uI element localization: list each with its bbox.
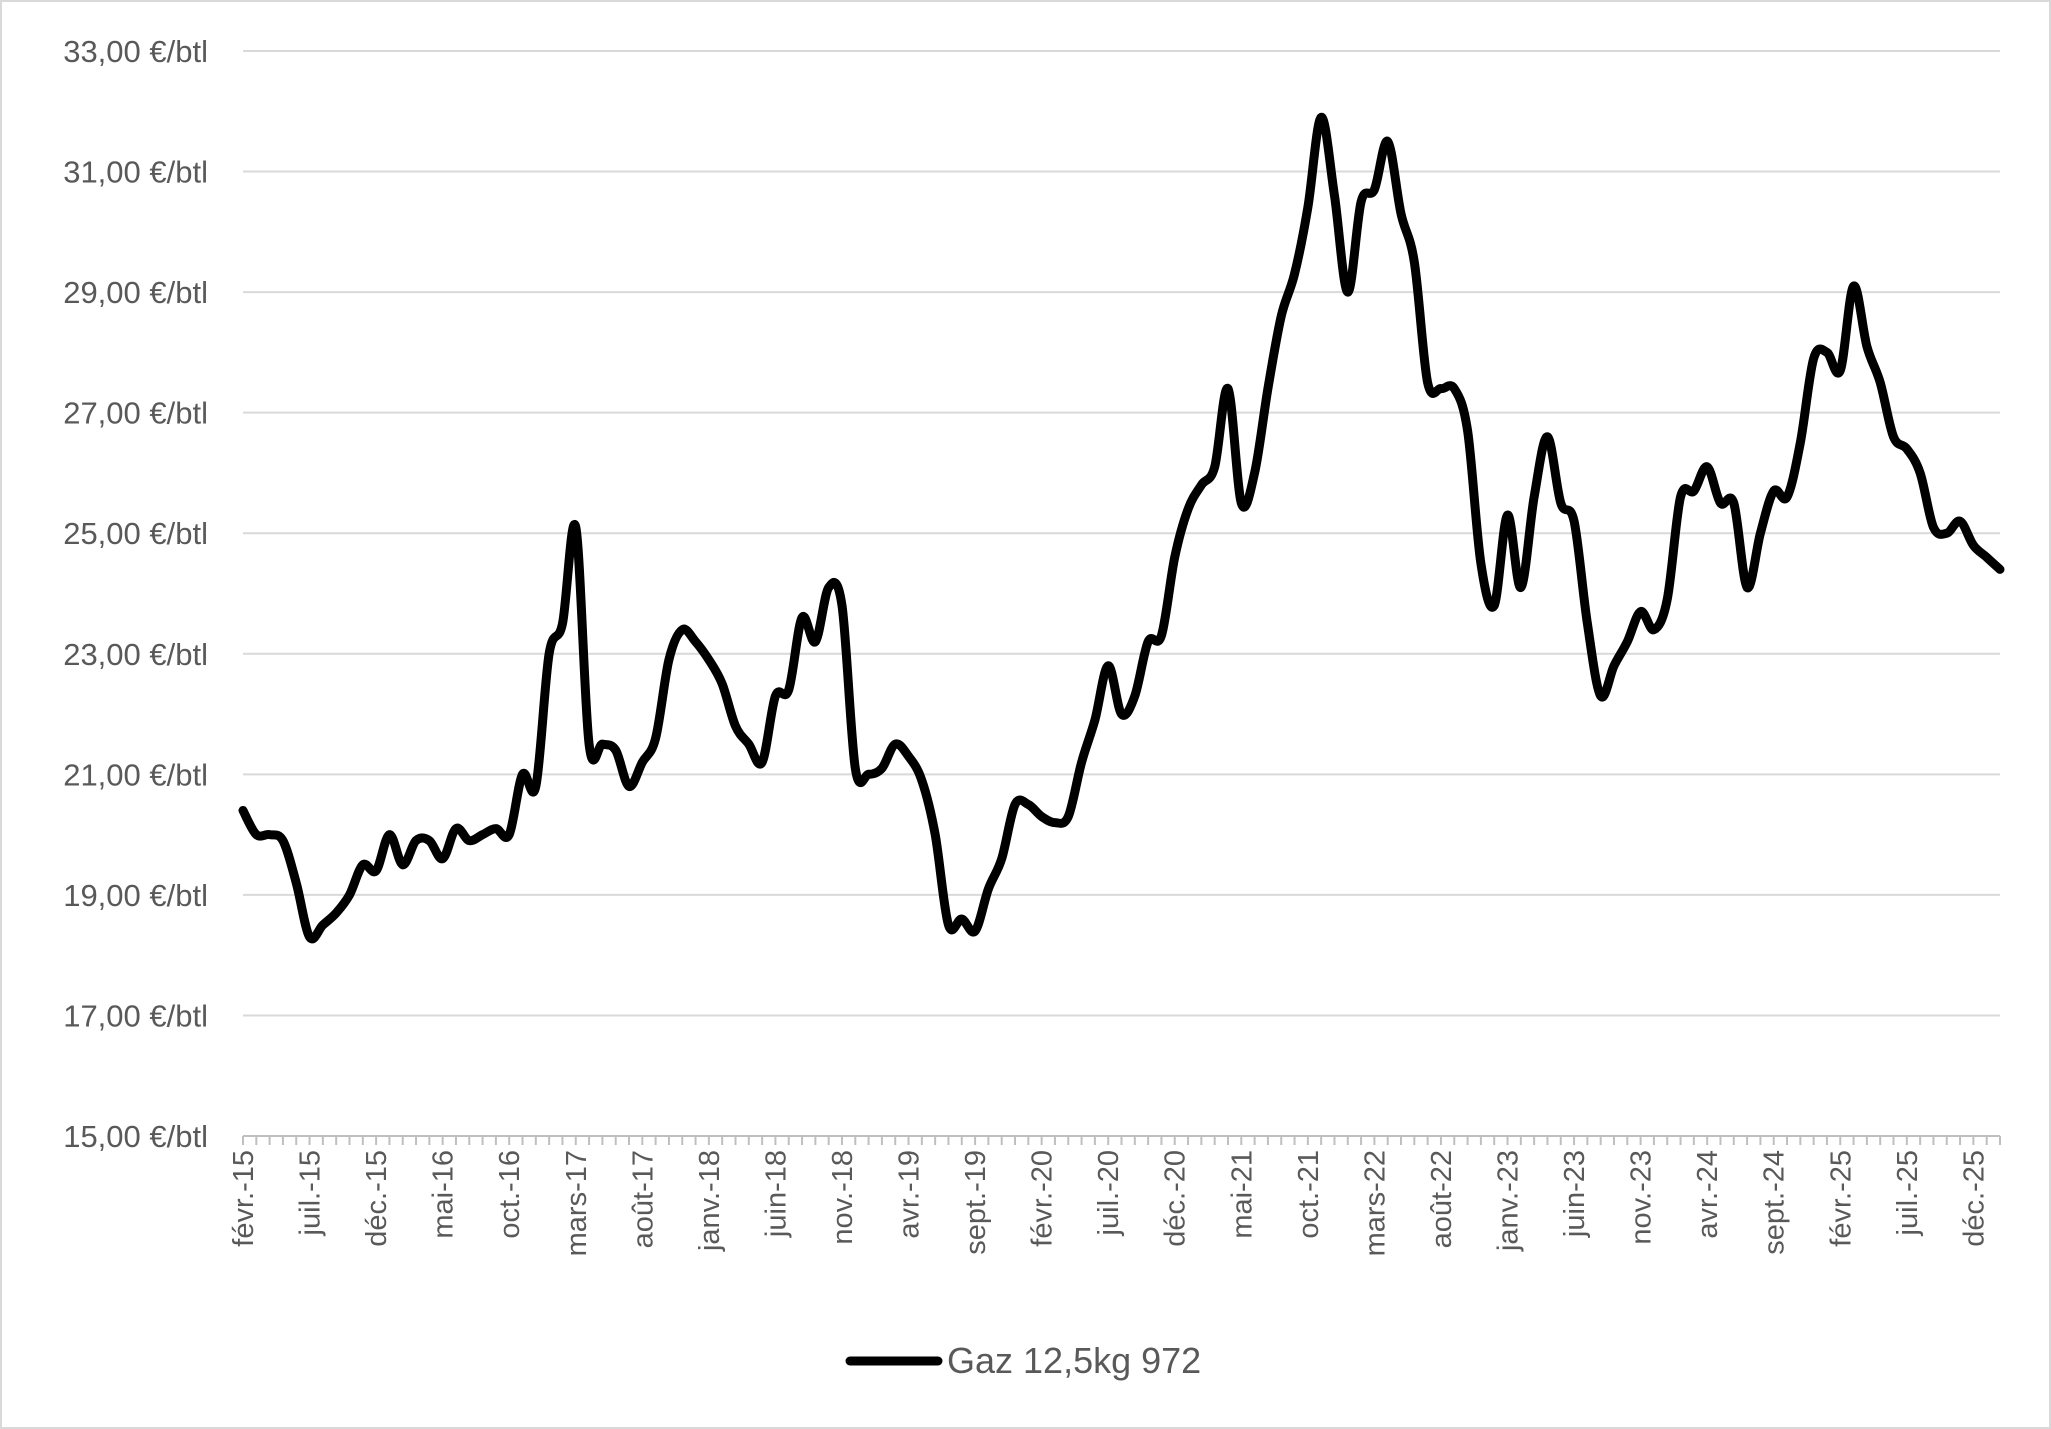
x-tick-label: sept.-19 [960,1150,992,1255]
x-tick-label: juin-23 [1559,1150,1591,1238]
x-tick-label: juil.-25 [1892,1150,1924,1236]
x-tick-label: août-22 [1426,1150,1458,1248]
x-tick-label: févr.-25 [1825,1150,1857,1247]
y-tick-label: 17,00 €/btl [63,998,208,1033]
x-tick-label: nov.-18 [827,1150,859,1245]
x-axis: févr.-15 juil.-15 déc.-15 mai-16 oct.-16 mars… [228,1135,2001,1256]
x-tick-label: août-17 [627,1150,659,1248]
legend-label: Gaz 12,5kg 972 [947,1340,1201,1381]
x-tick-label: sept.-24 [1759,1150,1791,1255]
y-tick-label: 31,00 €/btl [63,155,208,190]
series-line [238,112,2005,944]
y-tick-label: 25,00 €/btl [63,516,208,551]
x-tick-label: juil.-20 [1093,1150,1125,1236]
y-axis-tick-labels: 15,00 €/btl 17,00 €/btl 19,00 €/btl 21,00 €… [63,34,208,1154]
x-tick-label: févr.-20 [1027,1150,1059,1247]
series-group [238,112,2005,944]
gridlines [243,50,2000,1017]
y-tick-label: 21,00 €/btl [63,757,208,792]
x-tick-label: oct.-21 [1293,1150,1325,1239]
y-tick-label: 27,00 €/btl [63,396,208,431]
x-tick-label: mai-16 [428,1150,460,1239]
x-tick-label: avr.-24 [1692,1150,1724,1239]
y-tick-label: 19,00 €/btl [63,878,208,913]
x-tick-label: juil.-15 [295,1150,327,1236]
y-tick-label: 23,00 €/btl [63,637,208,672]
y-tick-label: 33,00 €/btl [63,34,208,69]
x-tick-label: juin-18 [760,1150,792,1238]
x-tick-label: nov.-23 [1626,1150,1658,1245]
legend: Gaz 12,5kg 972 [845,1340,1201,1381]
x-tick-label: janv.-18 [694,1150,726,1252]
x-tick-label: déc.-20 [1160,1150,1192,1247]
x-tick-label: févr.-15 [228,1150,260,1247]
x-tick-label: oct.-16 [494,1150,526,1239]
x-tick-label: avr.-19 [894,1150,926,1239]
x-tick-label: déc.-15 [361,1150,393,1247]
x-tick-label: déc.-25 [1958,1150,1990,1247]
y-tick-label: 29,00 €/btl [63,275,208,310]
y-tick-label: 15,00 €/btl [63,1119,208,1154]
x-tick-label: mars-17 [561,1150,593,1256]
x-tick-label: janv.-23 [1493,1150,1525,1252]
x-tick-label: mai-21 [1226,1150,1258,1239]
x-tick-label: mars-22 [1359,1150,1391,1256]
